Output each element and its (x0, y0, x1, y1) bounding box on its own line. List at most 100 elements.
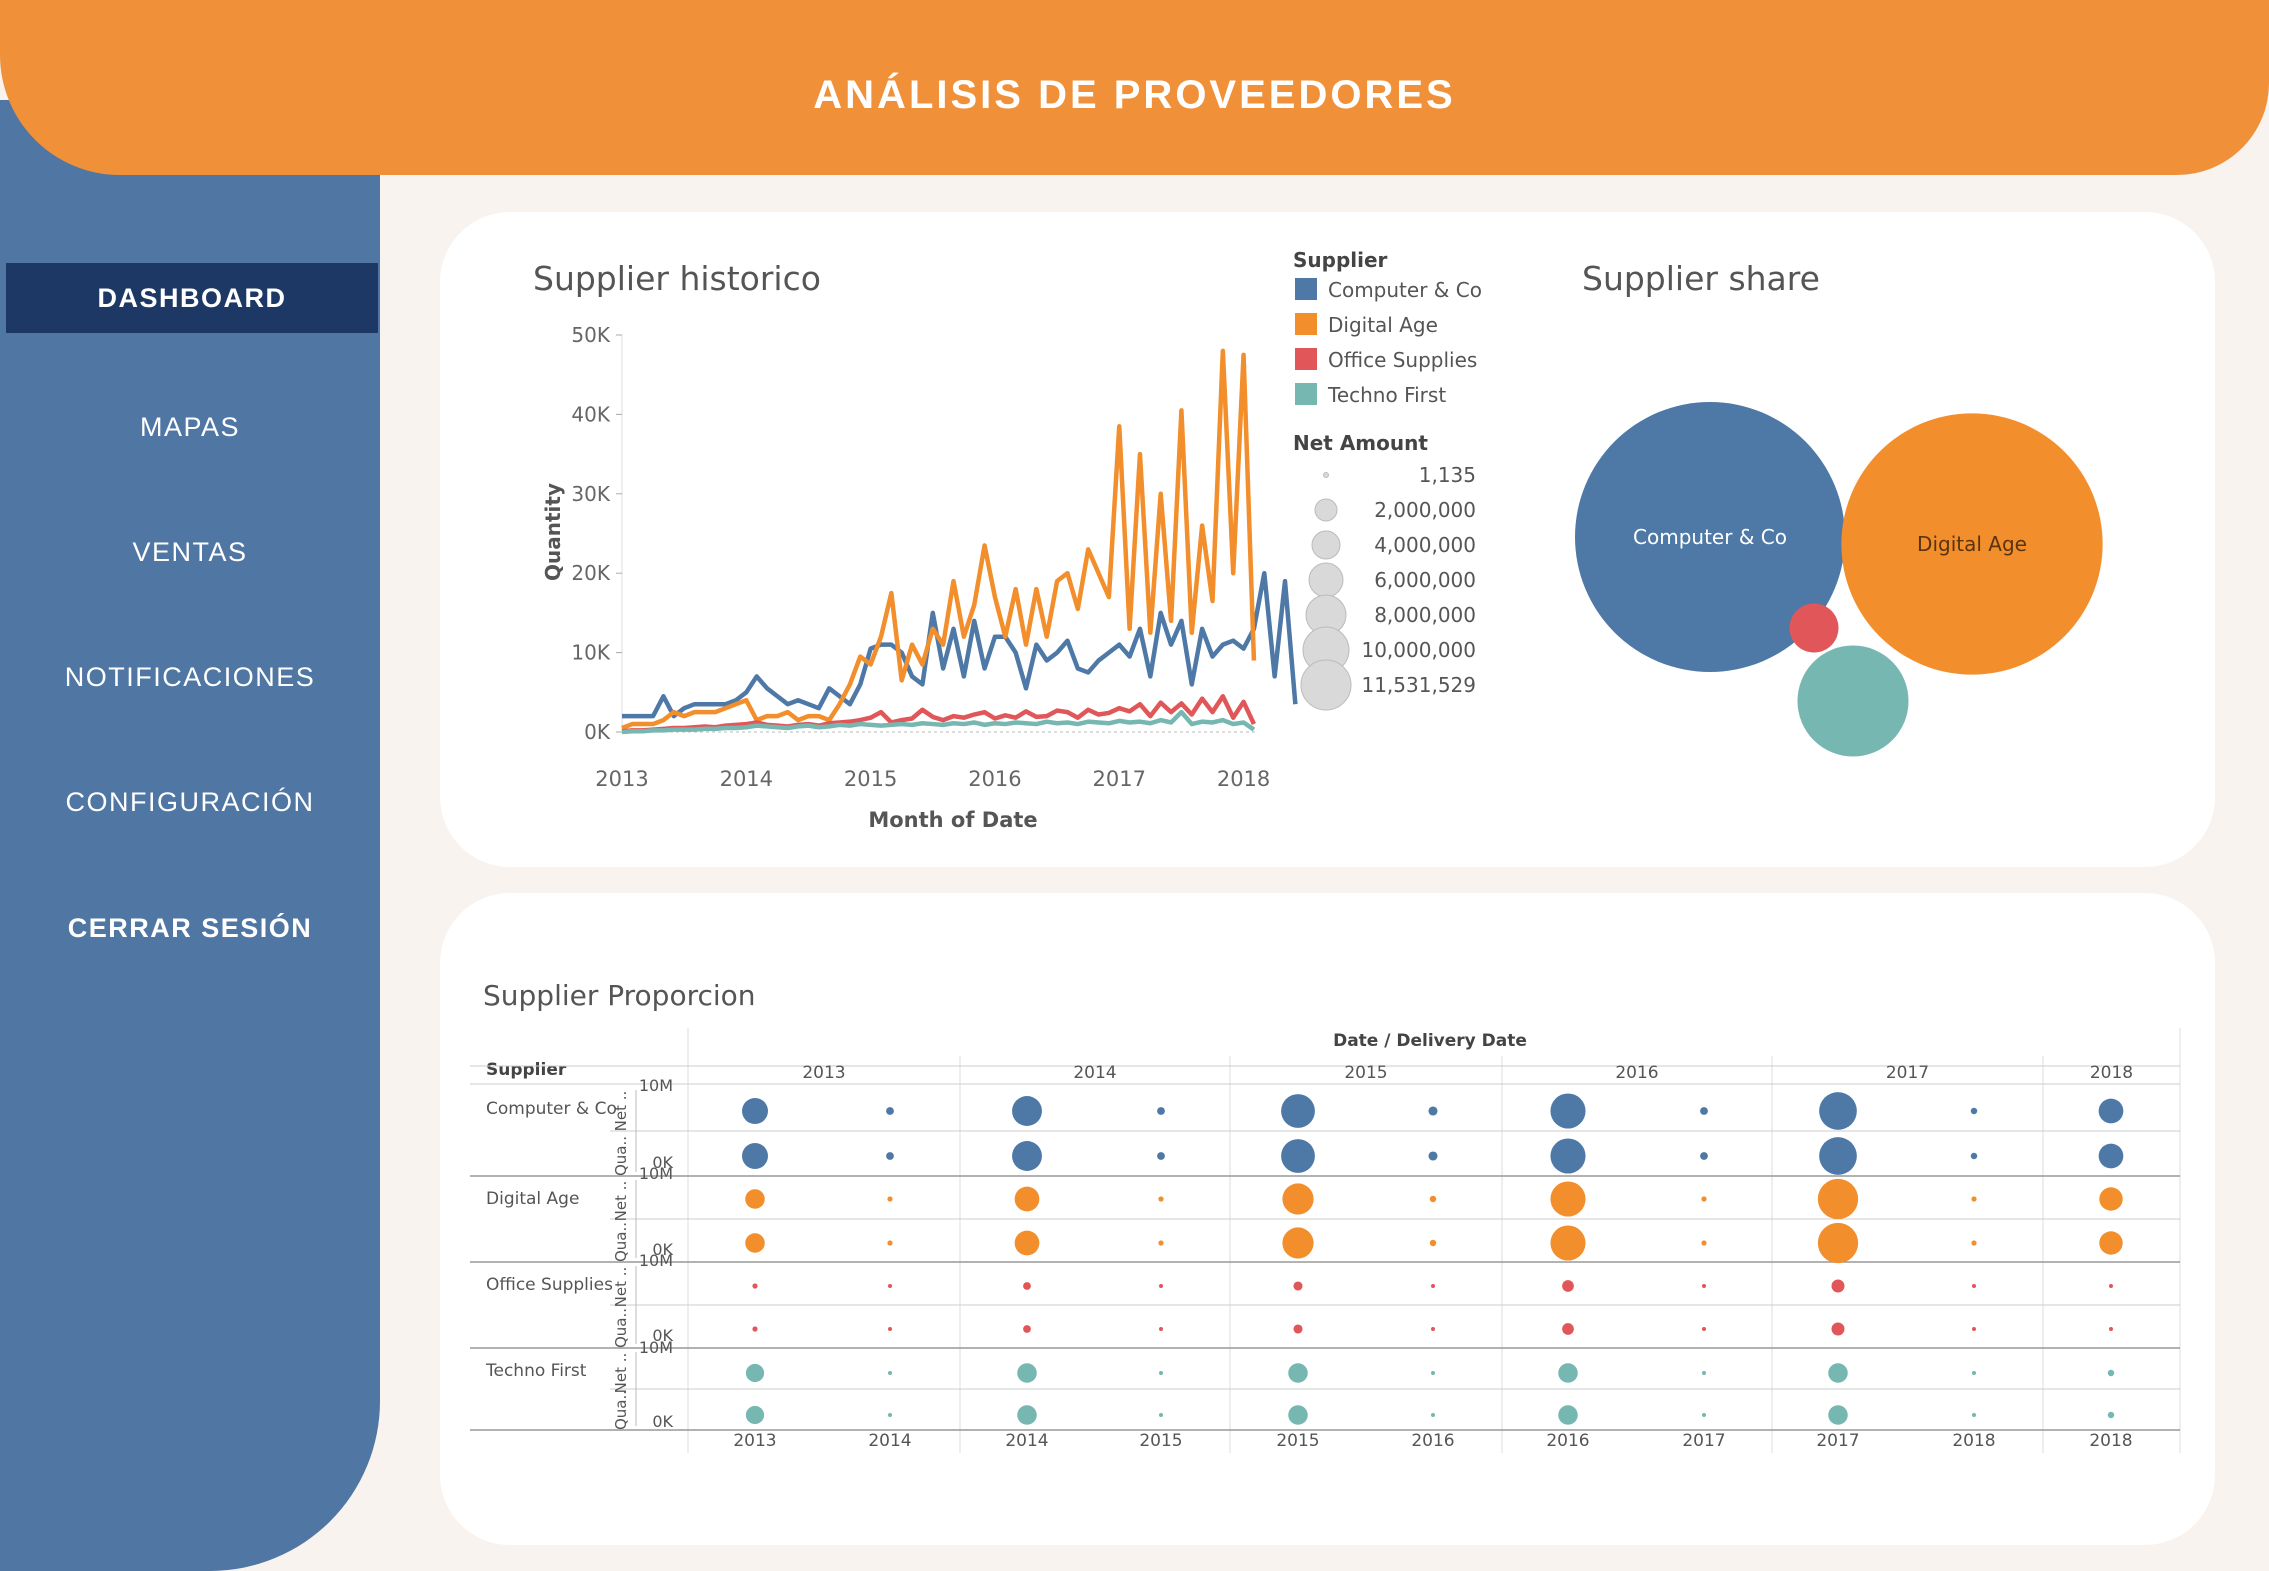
dot-qua (1817, 1222, 1859, 1264)
dot-qua (1431, 1327, 1435, 1331)
dot-net (1701, 1196, 1707, 1202)
dot-qua (1158, 1240, 1164, 1246)
sidebar-item-cerrar-sesion[interactable]: CERRAR SESIÓN (67, 913, 313, 943)
dot-net (752, 1283, 758, 1289)
series-line-techno-first (621, 709, 1256, 735)
dot-net (886, 1107, 894, 1115)
dot-qua (1702, 1413, 1706, 1417)
dot-net (2107, 1369, 2115, 1377)
delivery-year-label: 2016 (1546, 1431, 1589, 1451)
sidebar-item-notificaciones[interactable]: NOTIFICACIONES (64, 662, 316, 692)
axis-tick-10m: 10M (639, 1164, 673, 1183)
dot-net (888, 1371, 892, 1375)
dot-qua (2098, 1143, 2124, 1169)
sidebar-item-ventas[interactable]: VENTAS (132, 537, 248, 567)
sidebar-item-mapas[interactable]: MAPAS (139, 412, 241, 442)
supplier-historico-chart: Supplier historico 0K 10K 20K 30K 40K 50K 201… (533, 248, 1482, 832)
axis-tick-0k: 0K (652, 1412, 673, 1431)
dot-net (1023, 1282, 1031, 1290)
series-line-computer-co (622, 570, 1298, 719)
x-axis-label: Month of Date (868, 808, 1037, 832)
header-bar: ANÁLISIS DE PROVEEDORES (0, 0, 2269, 175)
axis-tick-10m: 10M (639, 1251, 673, 1270)
measure-label-qua: Qua.. (612, 1308, 630, 1348)
size-legend-value: 11,531,529 (1361, 673, 1476, 697)
dot-qua (742, 1143, 768, 1169)
sidebar: DASHBOARD MAPAS VENTAS NOTIFICACIONES CO… (0, 100, 380, 1571)
size-legend-value: 6,000,000 (1374, 568, 1476, 592)
dot-qua (1702, 1327, 1706, 1331)
dot-qua (888, 1413, 892, 1417)
dot-qua (1701, 1240, 1707, 1246)
size-legend-circle (1308, 562, 1344, 598)
dot-qua (2099, 1231, 2123, 1255)
supplier-proporcion-chart: Supplier Proporcion Date / Delivery Date… (470, 979, 2181, 1453)
series-line-office-supplies (621, 694, 1256, 734)
measure-label-net: Net .. (612, 1267, 630, 1308)
dot-qua (1282, 1227, 1314, 1259)
y-tick-label: 30K (571, 482, 610, 506)
dot-net (1550, 1093, 1586, 1129)
dot-qua (1972, 1413, 1976, 1417)
delivery-year-label: 2017 (1816, 1431, 1859, 1451)
supplier-row-label: Office Supplies (486, 1275, 613, 1295)
dot-net (1431, 1371, 1435, 1375)
date-year-header: 2017 (1886, 1063, 1929, 1083)
dot-net (1972, 1284, 1976, 1288)
supplier-row-label: Digital Age (486, 1189, 579, 1209)
axis-tick-0k: 0K (652, 1326, 673, 1345)
dot-net (887, 1196, 893, 1202)
delivery-year-label: 2015 (1276, 1431, 1319, 1451)
sidebar-item-configuracion[interactable]: CONFIGURACIÓN (65, 787, 315, 817)
legend-swatch (1295, 348, 1317, 370)
dot-qua (1288, 1405, 1308, 1425)
legend-entry: Digital Age (1328, 313, 1438, 337)
dot-net (1012, 1096, 1042, 1126)
dot-net (1562, 1280, 1574, 1292)
dot-qua (887, 1240, 893, 1246)
dot-net (888, 1284, 892, 1288)
dot-qua (1970, 1152, 1978, 1160)
delivery-year-label: 2015 (1139, 1431, 1182, 1451)
bubble-techno-first (1797, 645, 1909, 757)
chart-title: Supplier historico (533, 259, 821, 298)
size-legend-circle (1314, 498, 1338, 522)
dot-qua (1428, 1151, 1438, 1161)
dot-net (1819, 1092, 1857, 1130)
dot-qua (1157, 1152, 1165, 1160)
dot-net (1971, 1196, 1977, 1202)
dot-net (1972, 1371, 1976, 1375)
dot-qua (1831, 1322, 1845, 1336)
dot-net (1288, 1363, 1308, 1383)
dot-net (1702, 1371, 1706, 1375)
bottom-card: Supplier Proporcion Date / Delivery Date… (440, 893, 2215, 1545)
dot-qua (745, 1233, 765, 1253)
size-legend-value: 1,135 (1419, 463, 1476, 487)
supplier-row-label: Techno First (485, 1361, 587, 1381)
dot-net (1282, 1183, 1314, 1215)
chart-title: Supplier Proporcion (483, 979, 756, 1012)
dot-net (1017, 1363, 1037, 1383)
page-title: ANÁLISIS DE PROVEEDORES (813, 73, 1456, 117)
size-legend-value: 2,000,000 (1374, 498, 1476, 522)
delivery-year-label: 2017 (1682, 1431, 1725, 1451)
legend-entry: Computer & Co (1328, 278, 1482, 302)
dot-qua (2109, 1327, 2113, 1331)
supplier-share-chart: Supplier share Computer & Co Digital Age (1575, 259, 2103, 757)
y-tick-label: 20K (571, 561, 610, 585)
dot-net (1158, 1196, 1164, 1202)
dot-qua (745, 1405, 765, 1425)
size-legend-value: 4,000,000 (1374, 533, 1476, 557)
sidebar-item-dashboard[interactable]: DASHBOARD (6, 263, 378, 333)
bubble-office-supplies (1789, 603, 1839, 653)
chart-title: Supplier share (1582, 259, 1820, 298)
dot-net (1702, 1284, 1706, 1288)
dot-net (1281, 1094, 1315, 1128)
axis-tick-0k: 0K (652, 1240, 673, 1259)
dot-qua (1012, 1141, 1042, 1171)
dot-qua (1429, 1239, 1437, 1247)
dot-qua (1971, 1240, 1977, 1246)
x-tick-label: 2014 (720, 767, 773, 791)
y-tick-label: 40K (571, 402, 610, 426)
x-tick-label: 2016 (968, 767, 1021, 791)
